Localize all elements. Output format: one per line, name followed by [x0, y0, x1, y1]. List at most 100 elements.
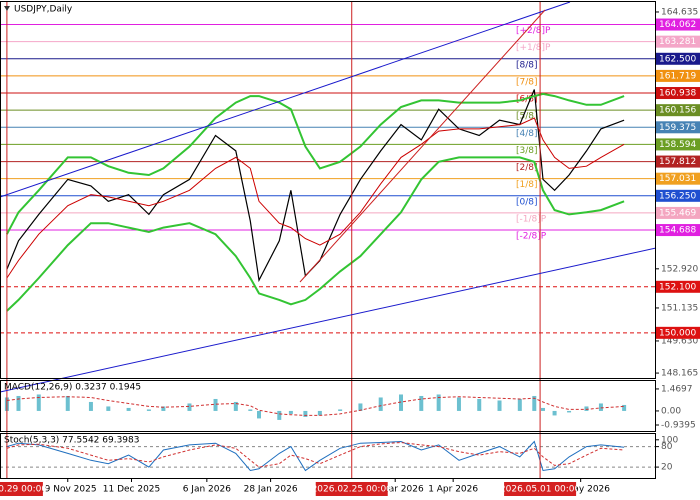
level-box: [656, 104, 700, 117]
level-box: [656, 69, 700, 82]
y-tick-label: 100: [661, 435, 678, 445]
y-tick-label: 164.635: [661, 7, 698, 17]
histogram-bar: [497, 400, 502, 411]
x-tick-label: 19 Nov 2025: [39, 485, 97, 495]
level-price: 160.938: [659, 89, 696, 99]
level-box: [656, 18, 700, 31]
histogram-bar: [288, 410, 293, 414]
level-box: [656, 326, 700, 339]
level-price: 161.719: [659, 71, 696, 81]
level-price: 152.100: [659, 282, 696, 292]
x-tick-label: 1 Apr 2026: [428, 485, 478, 495]
channel-lower: [0, 247, 657, 393]
y-tick-label: 80: [661, 442, 673, 452]
level-price: 154.688: [659, 226, 696, 236]
level-price: 150.000: [659, 328, 696, 338]
series-line: [6, 156, 625, 312]
date-box-label: 2026.02.25 00:00: [312, 485, 393, 495]
level-price: 159.375: [659, 123, 696, 133]
date-box-label: 2026.05.01 00:00: [500, 485, 581, 495]
level-box: [656, 206, 700, 219]
level-price: 160.156: [659, 106, 696, 116]
level-name: [-2/8]P: [516, 232, 547, 242]
histogram-bar: [358, 403, 363, 411]
macd-title: MACD(12,26,9) 0.3237 0.1945: [4, 383, 141, 393]
histogram-bar: [378, 397, 383, 411]
x-tick-label: 11 Dec 2025: [103, 485, 161, 495]
level-price: 162.500: [659, 54, 696, 64]
y-tick-label: 1.4697: [661, 384, 693, 394]
channel-upper: [0, 1, 571, 198]
date-box: [0, 482, 43, 496]
level-price: 163.281: [659, 37, 696, 47]
level-name: [1/8]: [516, 180, 538, 190]
level-box: [656, 87, 700, 100]
x-tick-label: 6 Jan 2026: [183, 485, 231, 495]
series-line: [6, 441, 625, 468]
histogram-bar: [126, 407, 131, 411]
level-name: [3/8]: [516, 146, 538, 156]
y-tick-label: 148.165: [661, 369, 698, 379]
y-tick-label: 0.00: [661, 406, 681, 416]
histogram-bar: [161, 406, 166, 411]
stoch-frame: [0, 433, 656, 479]
x-tick-label: 12 Mar 2026: [367, 485, 424, 495]
level-price: 158.594: [659, 140, 696, 150]
level-price: 157.812: [659, 157, 696, 167]
x-tick-label: 28 Jan 2026: [244, 485, 298, 495]
histogram-bar: [187, 403, 192, 411]
stoch-title: Stoch(5,3,3) 77.5542 69.3983: [4, 436, 139, 446]
trend-line: [299, 9, 546, 283]
histogram-bar: [16, 395, 21, 411]
date-box: [315, 482, 388, 496]
histogram-bar: [419, 395, 424, 411]
level-name: [6/8]: [516, 95, 538, 105]
level-box: [656, 138, 700, 151]
level-name: [-1/8]P: [516, 214, 547, 224]
y-tick-label: 149.630: [661, 336, 698, 346]
histogram-bar: [532, 395, 537, 411]
series-line: [6, 440, 625, 472]
series-line: [6, 396, 625, 416]
level-price: 156.250: [659, 191, 696, 201]
histogram-bar: [398, 394, 403, 411]
histogram-bar: [456, 397, 461, 411]
histogram-bar: [233, 401, 238, 411]
histogram-bar: [106, 406, 111, 411]
level-name: [2/8]: [516, 163, 538, 173]
histogram-bar: [540, 407, 545, 411]
histogram-bar: [598, 403, 603, 411]
date-box-label: 2025.10.29 00:00: [0, 485, 47, 495]
histogram-bar: [477, 398, 482, 411]
level-name: [4/8]: [516, 129, 538, 139]
level-box: [656, 280, 700, 293]
histogram-bar: [88, 401, 93, 411]
histogram-bar: [552, 410, 557, 416]
level-price: 155.469: [659, 208, 696, 218]
histogram-bar: [622, 404, 627, 411]
level-box: [656, 189, 700, 202]
histogram-bar: [567, 410, 572, 413]
histogram-bar: [436, 394, 441, 411]
macd-frame: [0, 380, 656, 432]
histogram-bar: [303, 410, 308, 417]
level-name: [+1/8]P: [516, 43, 551, 53]
level-name: [0/8]: [516, 197, 538, 207]
y-tick-label: 151.135: [661, 303, 698, 313]
level-name: [7/8]: [516, 77, 538, 87]
histogram-bar: [317, 410, 322, 416]
histogram-bar: [277, 410, 282, 420]
histogram-bar: [257, 410, 262, 419]
level-name: [8/8]: [516, 60, 538, 70]
histogram-bar: [248, 409, 253, 411]
level-name: [+2/8]P: [516, 26, 551, 36]
chart-title: USDJPY,Daily: [14, 5, 73, 15]
level-price: 157.031: [659, 174, 696, 184]
date-box: [504, 482, 577, 496]
level-box: [656, 155, 700, 168]
level-box: [656, 121, 700, 134]
histogram-bar: [146, 409, 151, 411]
level-price: 164.062: [659, 20, 696, 30]
